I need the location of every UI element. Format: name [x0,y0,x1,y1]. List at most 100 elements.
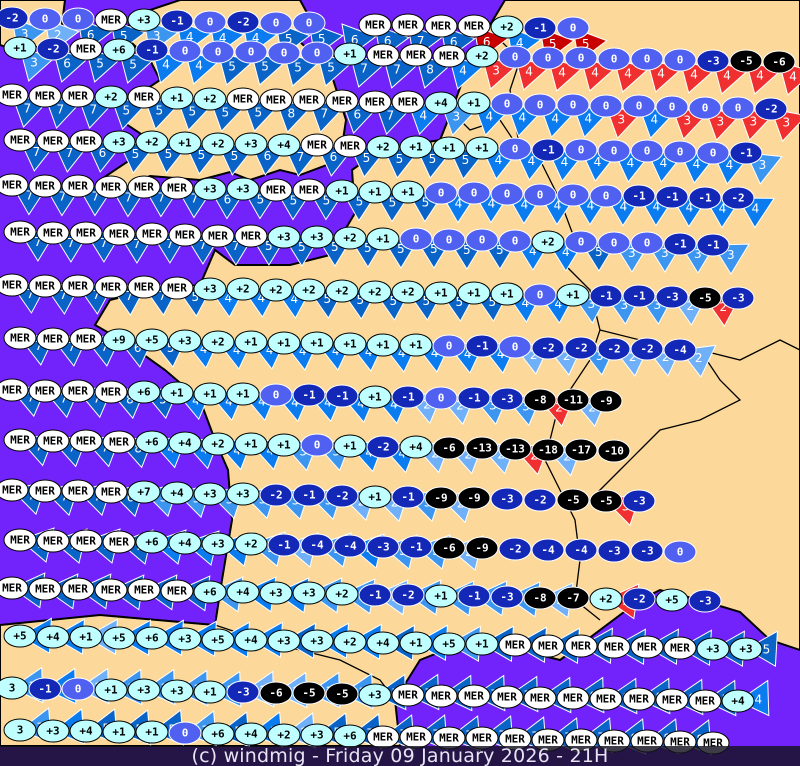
wind-speed: 4 [627,156,635,170]
temperature-value: +1 [368,186,382,199]
temperature-value: MER [373,49,393,62]
temperature-ellipse [490,282,524,306]
temperature-value: MER [2,484,22,497]
temperature-ellipse [432,44,466,68]
wind-speed: 3 [727,248,735,262]
wind-speed: 5 [462,153,470,167]
temperature-ellipse [292,383,326,407]
temperature-marker: +2 [358,280,392,304]
temperature-marker: +2 [226,277,260,301]
wind-speed: 7 [191,192,199,206]
sea-marker: MER [0,83,29,107]
temperature-marker: -2 [0,6,29,30]
temperature-marker: -2 [622,587,656,611]
temperature-ellipse [688,186,722,210]
wind-speed: 4 [192,393,200,407]
temperature-value: -9 [467,492,480,505]
temperature-ellipse [721,96,755,120]
temperature-ellipse [102,38,136,62]
temperature-marker: 0 [457,181,491,205]
temperature-value: -5 [302,687,315,700]
temperature-ellipse [391,90,425,114]
temperature-value: 0 [413,233,420,246]
temperature-value: -1 [335,390,349,403]
wind-speed: 7 [66,146,74,160]
temperature-value: -3 [500,493,513,506]
temperature-value: MER [167,282,187,295]
temperature-ellipse [597,337,631,361]
temperature-marker: -4 [564,538,598,562]
wind-speed: 5 [132,147,140,161]
temperature-value: MER [398,19,418,32]
temperature-marker: +1 [465,136,499,160]
temperature-ellipse [399,631,433,655]
temperature-value: MER [35,485,55,498]
temperature-value: -2 [269,489,282,502]
temperature-marker: +3 [226,177,260,201]
temperature-ellipse [259,581,293,605]
temperature-value: +3 [269,587,282,600]
temperature-value: MER [101,14,121,27]
temperature-value: -9 [434,492,447,505]
temperature-value: +3 [178,335,191,348]
temperature-ellipse [94,8,128,32]
temperature-value: MER [604,641,624,654]
temperature-value: MER [76,135,96,148]
temperature-ellipse [696,141,730,165]
temperature-ellipse [135,530,169,554]
temperature-ellipse [325,582,359,606]
sea-marker: MER [94,275,128,299]
temperature-ellipse [564,336,598,360]
temperature-value: +5 [442,638,455,651]
temperature-value: 0 [512,143,519,156]
temperature-marker: +5 [135,328,169,352]
temperature-value: MER [43,535,63,548]
temperature-marker: +1 [457,281,491,305]
temperature-marker: 0 [28,7,62,31]
temperature-marker: 0 [523,93,557,117]
temperature-ellipse [160,381,194,405]
temperature-marker: -11 [556,388,590,412]
temperature-ellipse [292,581,326,605]
temperature-ellipse [622,687,656,711]
sea-marker: MER [201,224,235,248]
temperature-ellipse [622,587,656,611]
temperature-ellipse [135,328,169,352]
temperature-value: MER [68,485,88,498]
temperature-marker: +3 [193,177,227,201]
wind-speed: 3 [596,349,604,363]
temperature-value: 0 [578,52,585,65]
temperature-ellipse [399,333,433,357]
temperature-ellipse [688,689,722,713]
temperature-marker: +1 [556,283,590,307]
temperature-ellipse [622,94,656,118]
temperature-value: MER [431,20,451,33]
temperature-value: +2 [211,438,224,451]
temperature-ellipse [168,223,202,247]
temperature-ellipse [226,382,260,406]
temperature-ellipse [498,137,532,161]
wind-speed: 7 [24,101,32,115]
temperature-marker: +1 [226,382,260,406]
temperature-marker: 0 [531,46,565,70]
temperature-marker: -1 [729,141,763,165]
temperature-ellipse [729,637,763,661]
temperature-value: +1 [467,97,481,110]
temperature-value: -2 [541,342,554,355]
temperature-ellipse [193,382,227,406]
wind-speed: 5 [318,32,326,46]
temperature-ellipse [523,283,557,307]
temperature-marker: +4 [366,631,400,655]
temperature-ellipse [325,384,359,408]
temperature-value: +1 [442,142,456,155]
sea-marker: MER [28,379,62,403]
wind-speed: 4 [420,108,428,122]
temperature-marker: -1 [325,384,359,408]
wind-speed: 3 [653,298,661,312]
temperature-ellipse [663,232,697,256]
wind-speed: 4 [525,65,533,79]
temperature-marker: -10 [597,439,631,463]
temperature-ellipse [127,578,161,602]
temperature-value: 0 [42,13,49,26]
temperature-value: 0 [314,439,321,452]
